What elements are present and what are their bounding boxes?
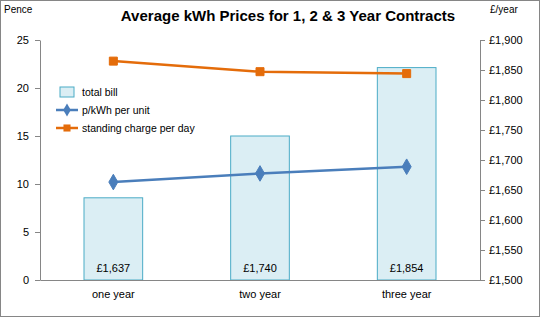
tick-label: £1,500 xyxy=(489,274,523,286)
legend-label: p/kWh per unit xyxy=(82,104,150,116)
tick-mark xyxy=(35,232,40,233)
tick: 20 xyxy=(17,82,40,94)
data-label: £1,740 xyxy=(243,262,277,274)
tick: £1,700 xyxy=(480,154,523,166)
tick: £1,900 xyxy=(480,34,523,46)
legend-item: p/kWh per unit xyxy=(56,103,150,116)
tick-label: £1,750 xyxy=(489,124,523,136)
bar xyxy=(377,68,436,280)
legend-item: standing charge per day xyxy=(56,122,195,134)
marker xyxy=(402,159,411,175)
tick-label: 15 xyxy=(17,130,29,142)
tick: £1,600 xyxy=(480,214,523,226)
legend-marker xyxy=(63,103,71,116)
tick: two year xyxy=(239,288,281,300)
axis-line xyxy=(41,280,481,281)
tick: 10 xyxy=(17,178,40,190)
bar xyxy=(231,136,290,280)
tick-label: 5 xyxy=(23,226,29,238)
tick: 0 xyxy=(23,274,40,286)
marker xyxy=(256,68,264,76)
tick-label: 25 xyxy=(17,34,29,46)
tick-label: £1,700 xyxy=(489,154,523,166)
tick-label: two year xyxy=(239,288,281,300)
tick-mark xyxy=(480,70,485,71)
tick-label: 0 xyxy=(23,274,29,286)
tick-mark xyxy=(35,184,40,185)
tick-mark xyxy=(35,136,40,137)
tick-mark xyxy=(480,190,485,191)
marker xyxy=(109,57,117,65)
data-label: £1,637 xyxy=(97,262,131,274)
tick-label: £1,550 xyxy=(489,244,523,256)
tick-label: three year xyxy=(382,288,432,300)
tick-label: £1,600 xyxy=(489,214,523,226)
tick-label: £1,900 xyxy=(489,34,523,46)
tick: £1,750 xyxy=(480,124,523,136)
marker xyxy=(403,70,411,78)
tick: three year xyxy=(382,288,432,300)
legend-swatch xyxy=(60,87,74,97)
tick-mark xyxy=(480,250,485,251)
legend-marker xyxy=(63,124,70,131)
tick-mark xyxy=(480,280,485,281)
tick-label: one year xyxy=(92,288,135,300)
plot-marks xyxy=(84,57,436,280)
tick: £1,550 xyxy=(480,244,523,256)
tick: £1,800 xyxy=(480,94,523,106)
legend: total bill p/kWh per unit standing charge … xyxy=(56,86,195,134)
y-axis-title: Pence xyxy=(4,4,33,15)
tick-mark xyxy=(35,40,40,41)
tick-mark xyxy=(480,130,485,131)
x-axis: one year two year three year xyxy=(41,281,481,300)
bar xyxy=(84,198,143,280)
y2-axis: £1,500 £1,550 £1,600 £1,650 £1,700 £1,750 £1,8… xyxy=(480,34,523,286)
axis-line xyxy=(40,41,41,281)
marker xyxy=(256,166,265,182)
tick-mark xyxy=(35,280,40,281)
tick: 5 xyxy=(23,226,40,238)
tick: £1,650 xyxy=(480,184,523,196)
data-label: £1,854 xyxy=(390,262,424,274)
legend-label: total bill xyxy=(82,86,118,98)
tick-mark xyxy=(480,220,485,221)
data-labels: £1,637 £1,740 £1,854 xyxy=(97,262,424,274)
tick-label: £1,850 xyxy=(489,64,523,76)
legend-label: standing charge per day xyxy=(82,122,195,134)
chart-frame xyxy=(1,1,540,317)
tick-label: £1,650 xyxy=(489,184,523,196)
tick: 25 xyxy=(17,34,40,46)
tick-label: £1,800 xyxy=(489,94,523,106)
y-axis: 0 5 10 15 20 25 xyxy=(17,34,41,286)
y2-axis-title: £/year xyxy=(490,4,518,15)
tick-mark xyxy=(480,160,485,161)
chart: Average kWh Prices for 1, 2 & 3 Year Con… xyxy=(0,0,540,317)
tick-mark xyxy=(35,88,40,89)
marker xyxy=(109,174,118,190)
tick: £1,850 xyxy=(480,64,523,76)
tick-mark xyxy=(480,40,485,41)
legend-item: total bill xyxy=(60,86,118,98)
tick-mark xyxy=(480,100,485,101)
tick-label: 20 xyxy=(17,82,29,94)
tick: one year xyxy=(92,288,135,300)
tick: 15 xyxy=(17,130,40,142)
tick: £1,500 xyxy=(480,274,523,286)
chart-title: Average kWh Prices for 1, 2 & 3 Year Con… xyxy=(121,7,455,24)
tick-label: 10 xyxy=(17,178,29,190)
